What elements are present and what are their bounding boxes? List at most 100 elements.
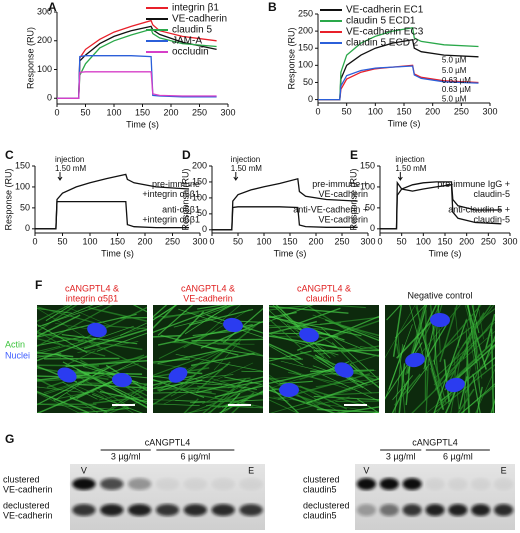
actin-fiber bbox=[335, 400, 379, 403]
injection-label: 1.50 mM bbox=[231, 164, 262, 173]
actin-fiber bbox=[37, 375, 93, 379]
x-tick-label: 250 bbox=[454, 106, 469, 116]
actin-fiber bbox=[37, 330, 64, 346]
actin-fiber bbox=[153, 350, 221, 376]
actin-fiber bbox=[99, 390, 147, 403]
micrograph-content bbox=[385, 305, 495, 413]
actin-fiber bbox=[298, 307, 341, 325]
band bbox=[425, 504, 445, 516]
nucleus bbox=[430, 312, 450, 328]
actin-fiber bbox=[175, 400, 206, 402]
actin-fiber bbox=[37, 392, 81, 413]
x-tick-label: 200 bbox=[308, 236, 323, 246]
actin-fiber bbox=[313, 349, 379, 352]
x-tick-label: 300 bbox=[482, 106, 497, 116]
series-label: +integrin α5β1 bbox=[142, 215, 200, 225]
actin-fiber bbox=[269, 318, 302, 349]
y-axis-label: Response (RU) bbox=[180, 168, 190, 230]
band bbox=[379, 478, 399, 490]
band bbox=[211, 504, 235, 516]
actin-fiber bbox=[77, 326, 147, 350]
band bbox=[100, 504, 124, 516]
actin-fiber bbox=[173, 316, 218, 328]
y-tick-label: 100 bbox=[298, 60, 313, 70]
micrograph-content bbox=[269, 305, 379, 413]
y-tick-label: 150 bbox=[15, 160, 30, 170]
actin-fiber bbox=[449, 343, 495, 386]
micrograph bbox=[37, 305, 147, 413]
band bbox=[356, 504, 377, 516]
x-axis-label: Time (s) bbox=[101, 248, 134, 258]
x-axis-label: Time (s) bbox=[274, 248, 307, 258]
x-tick-label: 50 bbox=[233, 236, 243, 246]
actin-fiber bbox=[385, 342, 423, 400]
image-caption: cANGPTL4 & bbox=[65, 283, 119, 293]
y-tick-label: 100 bbox=[15, 181, 30, 191]
actin-fiber bbox=[472, 373, 481, 413]
x-tick-label: 100 bbox=[416, 236, 431, 246]
actin-fiber bbox=[153, 305, 228, 333]
dose-label: 3 µg/ml bbox=[386, 451, 416, 461]
actin-fiber bbox=[471, 305, 480, 334]
actin-fiber bbox=[224, 376, 262, 385]
x-tick-label: 150 bbox=[396, 106, 411, 116]
actin-fiber bbox=[394, 344, 403, 413]
legend-label: claudin 5 ECD 2 bbox=[346, 38, 419, 49]
actin-fiber bbox=[158, 368, 223, 392]
series-line bbox=[212, 206, 358, 231]
row-label: declustered bbox=[303, 500, 350, 510]
band bbox=[72, 478, 96, 490]
series-label: anti-α5β1 bbox=[162, 205, 200, 215]
actin-fiber bbox=[433, 359, 447, 404]
x-tick-label: 300 bbox=[360, 236, 375, 246]
x-tick-label: 0 bbox=[209, 236, 214, 246]
actin-fiber bbox=[349, 363, 379, 389]
actin-fiber bbox=[200, 305, 235, 317]
actin-fiber bbox=[227, 393, 258, 401]
actin-fiber bbox=[386, 305, 402, 321]
actin-fiber bbox=[37, 386, 84, 393]
nucleus bbox=[168, 367, 188, 383]
band bbox=[493, 478, 514, 490]
actin-fiber bbox=[407, 363, 430, 394]
actin-fiber bbox=[37, 306, 96, 324]
lane-label: V bbox=[81, 465, 87, 475]
blot bbox=[355, 464, 515, 530]
actin-fiber bbox=[280, 360, 347, 378]
actin-fiber bbox=[451, 339, 495, 382]
actin-fiber bbox=[464, 305, 475, 339]
actin-fiber bbox=[408, 305, 437, 363]
actin-fiber bbox=[84, 339, 147, 371]
actin-fiber bbox=[269, 311, 297, 319]
actin-fiber bbox=[269, 367, 340, 385]
actin-fiber bbox=[37, 305, 113, 348]
actin-fiber bbox=[211, 377, 263, 396]
x-tick-label: 150 bbox=[437, 236, 452, 246]
actin-fiber bbox=[466, 318, 481, 395]
actin-fiber bbox=[405, 360, 411, 406]
y-tick-label: 250 bbox=[298, 8, 313, 18]
actin-fiber bbox=[398, 363, 406, 413]
actin-fiber bbox=[37, 332, 83, 342]
nucleus bbox=[57, 367, 77, 383]
x-axis-label: Time (s) bbox=[388, 118, 421, 128]
actin-fiber bbox=[65, 359, 147, 368]
band bbox=[155, 504, 180, 516]
panel-label: F bbox=[35, 278, 42, 292]
actin-fiber bbox=[443, 359, 450, 402]
actin-fiber bbox=[205, 405, 263, 409]
y-tick-label: 50 bbox=[365, 202, 375, 212]
actin-fiber bbox=[175, 353, 263, 372]
series-label: pre-immune IgG + bbox=[437, 179, 510, 189]
dose-label: 3 µg/ml bbox=[111, 451, 141, 461]
actin-fiber bbox=[272, 305, 331, 359]
actin-fiber bbox=[312, 314, 379, 339]
y-tick-label: 100 bbox=[360, 181, 375, 191]
actin-fiber bbox=[198, 305, 241, 341]
image-caption: claudin 5 bbox=[306, 293, 342, 303]
y-tick-label: 100 bbox=[192, 192, 207, 202]
image-caption: integrin α5β1 bbox=[66, 293, 118, 303]
x-tick-label: 150 bbox=[135, 107, 150, 117]
y-tick-label: 0 bbox=[202, 224, 207, 234]
